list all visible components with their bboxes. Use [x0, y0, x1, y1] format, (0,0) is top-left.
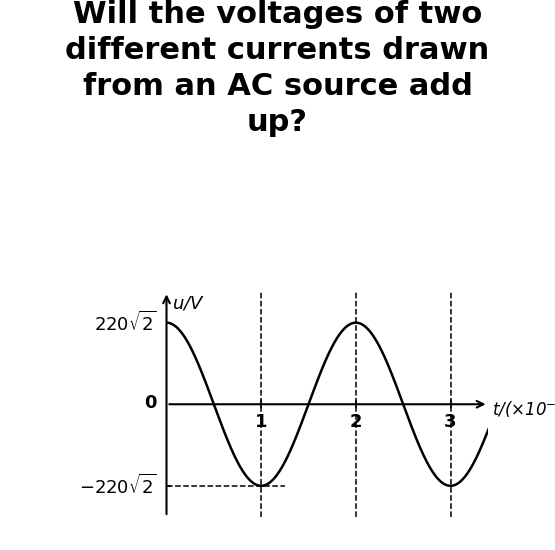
- Text: $u$/V: $u$/V: [172, 295, 205, 313]
- Text: Will the voltages of two
different currents drawn
from an AC source add
up?: Will the voltages of two different curre…: [65, 0, 490, 137]
- Text: 1: 1: [255, 412, 268, 431]
- Text: 2: 2: [350, 412, 362, 431]
- Text: $-220\sqrt{2}$: $-220\sqrt{2}$: [79, 474, 157, 498]
- Text: $220\sqrt{2}$: $220\sqrt{2}$: [94, 311, 157, 335]
- Text: 0: 0: [144, 394, 157, 412]
- Text: $t$/(×10$^{-2}$s): $t$/(×10$^{-2}$s): [492, 398, 555, 420]
- Text: 3: 3: [445, 412, 457, 431]
